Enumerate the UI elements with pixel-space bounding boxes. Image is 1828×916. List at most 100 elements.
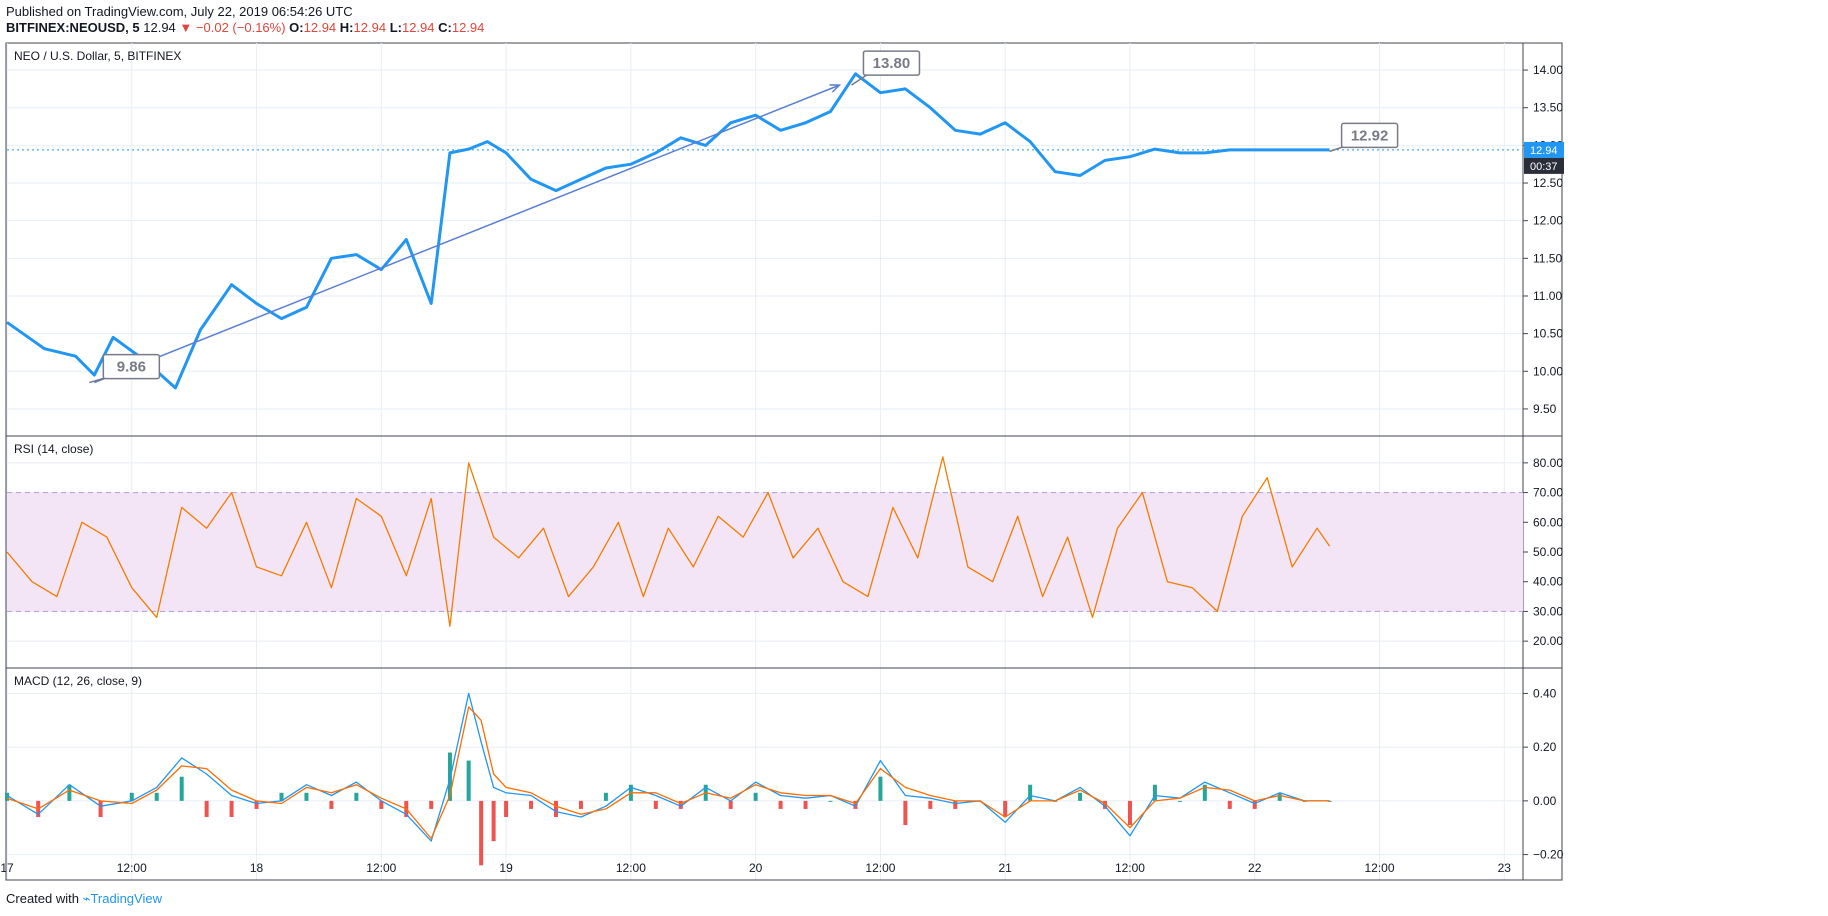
open-value: 12.94: [303, 20, 337, 35]
callout-box: [862, 50, 921, 76]
x-tick-label: 12:00: [366, 861, 396, 875]
x-tick-label: 12:00: [616, 861, 646, 875]
created-with-label: Created with: [6, 891, 79, 906]
callout-box: [102, 353, 161, 380]
macd-histogram-bar: [429, 800, 434, 809]
high-label: H:: [339, 20, 354, 35]
y-tick-label: 0.20: [1533, 740, 1557, 754]
macd-histogram-bar: [304, 792, 309, 801]
macd-histogram-bar: [529, 800, 534, 809]
macd-histogram-bar: [953, 800, 958, 809]
x-tick-label: 23: [1498, 861, 1512, 875]
macd-histogram-bar: [554, 800, 559, 817]
macd-histogram-bar: [928, 800, 933, 809]
macd-histogram-bar: [1103, 800, 1108, 809]
y-tick-label: 20.00: [1533, 634, 1563, 648]
macd-histogram-bar: [466, 760, 471, 801]
tradingview-brand[interactable]: TradingView: [90, 891, 162, 906]
y-tick-label: 12.00: [1533, 214, 1563, 228]
macd-histogram-bar: [1327, 800, 1332, 802]
countdown-text: 00:37: [1530, 161, 1558, 173]
tradingview-logo-icon: ⌁: [82, 891, 91, 906]
x-tick-label: 21: [999, 861, 1013, 875]
price-line: [6, 72, 1330, 390]
macd-histogram-bar: [728, 800, 733, 809]
y-tick-label: 9.50: [1533, 402, 1557, 416]
macd-histogram-bar: [1152, 784, 1157, 801]
x-tick-label: 12:00: [117, 861, 147, 875]
y-tick-label: 0.40: [1533, 686, 1557, 700]
rsi-line: [6, 456, 1331, 627]
macd-histogram-bar: [753, 792, 758, 801]
y-tick-label: 60.00: [1533, 515, 1563, 529]
macd-histogram-bar: [903, 800, 908, 826]
macd-histogram-bar: [379, 800, 384, 809]
macd-histogram-bar: [504, 800, 509, 817]
x-tick-label: 12:00: [865, 861, 895, 875]
macd-histogram-bar: [678, 800, 683, 809]
macd-histogram-bar: [778, 800, 783, 809]
macd-histogram-bar: [479, 800, 484, 866]
macd-histogram-bar: [254, 800, 259, 809]
callout-label: 13.80: [873, 55, 911, 72]
macd-histogram-bar: [229, 800, 234, 817]
y-tick-label: 12.50: [1533, 176, 1563, 190]
macd-histogram-bar: [1078, 792, 1083, 801]
macd-histogram-bar: [878, 776, 883, 801]
macd-histogram-bar: [828, 800, 833, 802]
pane-title: MACD (12, 26, close, 9): [14, 674, 142, 688]
symbol-line: BITFINEX:NEOUSD, 5 12.94 ▼ −0.02 (−0.16%…: [6, 20, 484, 36]
y-tick-label: 10.50: [1533, 327, 1563, 341]
y-tick-label: 30.00: [1533, 604, 1563, 618]
x-tick-label: 22: [1248, 861, 1262, 875]
chart-header: Published on TradingView.com, July 22, 2…: [6, 4, 484, 36]
y-tick-label: 13.50: [1533, 101, 1563, 115]
x-tick-label: 12:00: [1115, 861, 1145, 875]
y-tick-label: 11.50: [1533, 251, 1562, 265]
macd-histogram-bar: [1028, 784, 1033, 801]
macd-line: [6, 692, 1330, 842]
chart-frame: [5, 42, 1563, 881]
rsi-band: [7, 492, 1523, 612]
pane-title: NEO / U.S. Dollar, 5, BITFINEX: [14, 49, 181, 63]
signal-line: [6, 706, 1330, 840]
y-tick-label: 0.00: [1533, 794, 1557, 808]
macd-histogram-bar: [603, 792, 608, 801]
macd-histogram-bar: [1003, 800, 1008, 817]
macd-histogram-bar: [1252, 800, 1257, 809]
last-price-tag: [1524, 141, 1564, 158]
x-tick-label: 18: [250, 861, 264, 875]
x-tick-label: 20: [749, 861, 763, 875]
trend-line: [94, 84, 840, 384]
countdown-tag: [1524, 157, 1564, 174]
macd-histogram-bar: [5, 792, 9, 801]
callout-label: 12.92: [1351, 127, 1389, 144]
y-tick-label: 40.00: [1533, 575, 1563, 589]
low-value: 12.94: [401, 20, 435, 35]
macd-histogram-bar: [154, 792, 159, 801]
macd-histogram-bar: [653, 800, 658, 809]
macd-histogram-bar: [853, 800, 858, 809]
macd-histogram-bar: [179, 776, 184, 801]
pane-title: RSI (14, close): [14, 442, 93, 456]
macd-histogram-bar: [1202, 784, 1207, 801]
last-price: 12.94: [143, 20, 176, 35]
change-value: −0.02 (−0.16%): [195, 20, 286, 35]
macd-histogram-bar: [354, 792, 359, 801]
symbol-label: BITFINEX:NEOUSD, 5: [6, 20, 140, 35]
last-price-text: 12.94: [1530, 145, 1558, 157]
y-tick-label: 80.00: [1533, 456, 1563, 470]
macd-histogram-bar: [1127, 800, 1132, 826]
x-tick-label: 17: [0, 861, 14, 875]
macd-histogram-bar: [803, 800, 808, 809]
macd-histogram-bar: [1227, 800, 1232, 809]
macd-histogram-bar: [1177, 800, 1182, 802]
y-tick-label: 50.00: [1533, 545, 1563, 559]
down-arrow-icon: ▼: [179, 20, 193, 35]
macd-histogram-bar: [1277, 792, 1282, 801]
x-tick-label: 12:00: [1364, 861, 1394, 875]
y-tick-label: −0.20: [1533, 848, 1564, 862]
close-label: C:: [438, 20, 452, 35]
high-value: 12.94: [353, 20, 387, 35]
